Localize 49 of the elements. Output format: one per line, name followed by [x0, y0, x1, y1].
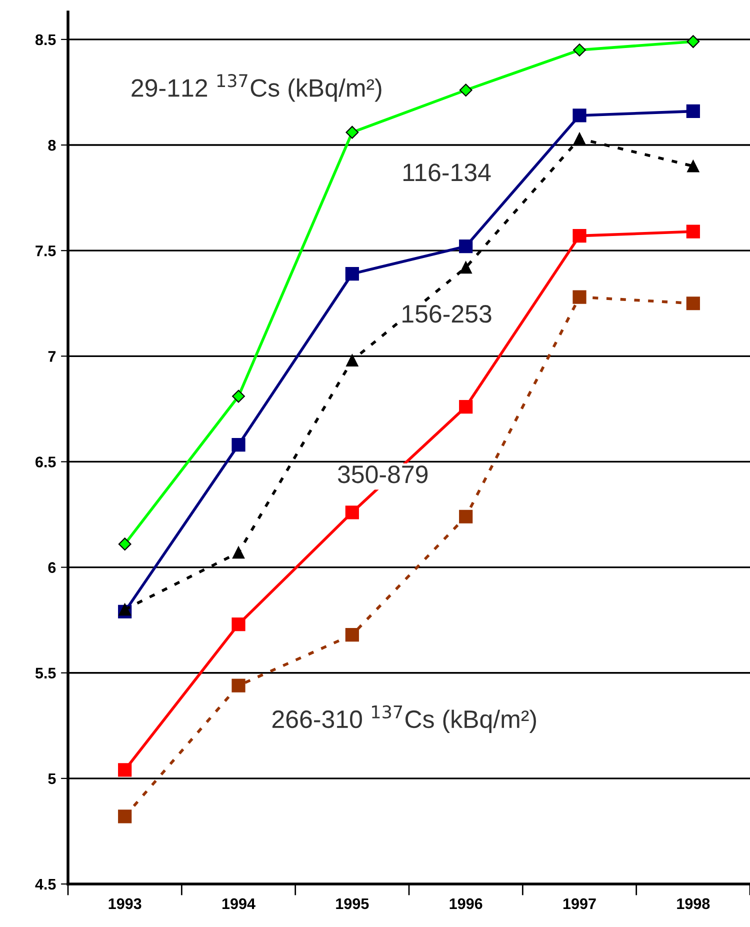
point [460, 261, 472, 274]
point [572, 229, 586, 243]
point [346, 354, 358, 366]
point [118, 603, 131, 616]
point [232, 390, 245, 403]
series-label: 29-112 $^{137}$Cs (kBq/m²) [132, 74, 382, 102]
point [118, 763, 132, 777]
point [232, 546, 245, 559]
y-tick-label: 7.5 [36, 246, 56, 256]
y-tick-label: 5.5 [35, 668, 56, 679]
point [232, 678, 246, 692]
point [573, 44, 586, 56]
point [572, 108, 586, 122]
point [346, 126, 359, 139]
series-label: 116-134 [403, 164, 491, 182]
series-label: 156-253 [402, 305, 492, 323]
point [118, 538, 132, 551]
point [573, 132, 586, 145]
series-label: 350-879 [338, 466, 428, 484]
x-tick-label: 1997 [563, 898, 596, 910]
x-tick-label: 1998 [677, 898, 710, 910]
y-tick-label: 8.5 [35, 34, 56, 46]
point [687, 160, 700, 172]
point [345, 267, 359, 281]
point [232, 617, 246, 632]
point [686, 104, 700, 118]
x-tick-label: 1996 [450, 898, 482, 910]
y-tick-label: 6.5 [36, 456, 56, 468]
point [345, 506, 359, 520]
series-label: 266-310 $^{137}$Cs (kBq/m²) [272, 705, 536, 734]
x-tick-label: 1994 [222, 898, 256, 910]
y-tick-label: 7 [48, 351, 56, 362]
x-tick-label: 1995 [336, 898, 369, 910]
point [232, 438, 246, 452]
point [686, 35, 700, 48]
point [459, 240, 473, 254]
point [686, 224, 700, 238]
point [118, 810, 132, 824]
point [572, 290, 586, 304]
y-tick-label: 8 [48, 140, 56, 151]
y-tick-label: 6 [48, 562, 56, 573]
x-tick-label: 1993 [108, 898, 142, 910]
point [686, 296, 700, 310]
point [459, 510, 473, 524]
point [459, 400, 473, 414]
point [345, 628, 359, 642]
point [459, 84, 472, 97]
y-tick-label: 5 [48, 773, 56, 784]
y-tick-label: 4.5 [35, 879, 56, 890]
